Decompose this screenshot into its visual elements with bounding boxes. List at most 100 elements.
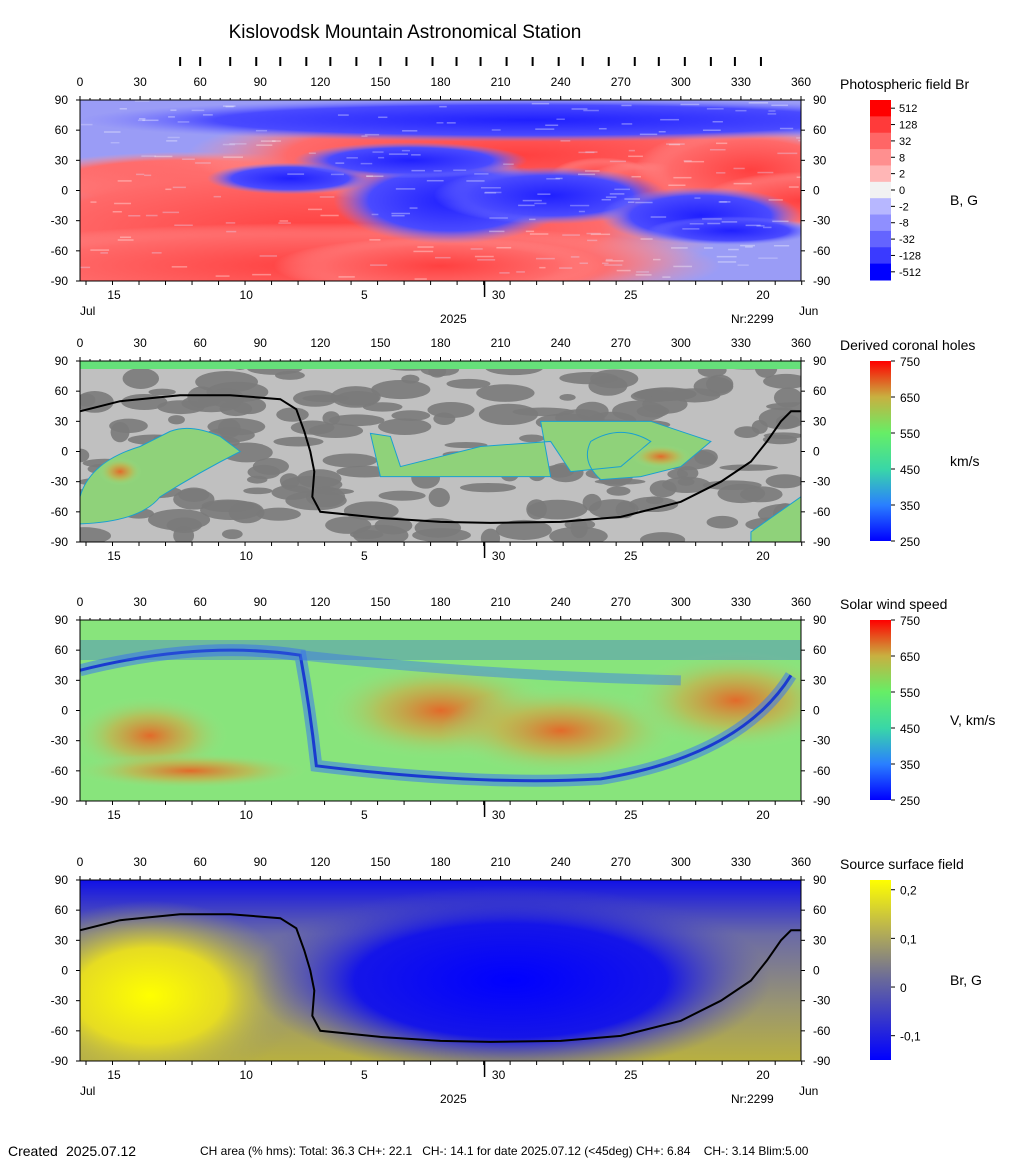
y-tick-label-right: -60 [813, 1024, 831, 1038]
colorbar-tick-label: 0,1 [900, 932, 917, 946]
colorbar-unit-label: V, km/s [950, 712, 995, 728]
y-tick-label-left: -90 [51, 794, 69, 808]
y-tick-label-right: 90 [813, 93, 827, 107]
x-tick-label: 120 [310, 336, 330, 350]
y-tick-label-right: 0 [813, 964, 820, 978]
y-tick-label-right: -60 [813, 505, 831, 519]
x-tick-label: 0 [77, 336, 84, 350]
y-tick-label-left: 60 [55, 643, 69, 657]
month-right-label: Jun [799, 1084, 818, 1098]
y-tick-label-right: 90 [813, 873, 827, 887]
x-tick-label: 60 [193, 75, 207, 89]
date-tick-label: 5 [361, 808, 368, 822]
date-tick-label: 5 [361, 288, 368, 302]
y-tick-label-left: 60 [55, 384, 69, 398]
page-title: Kislovodsk Mountain Astronomical Station [229, 22, 582, 43]
date-tick-label: 25 [624, 288, 638, 302]
y-tick-label-left: 60 [55, 123, 69, 137]
colorbar-tick-label: 0,2 [900, 884, 917, 898]
date-tick-label: 25 [624, 1068, 638, 1082]
colorbar-tick-label: 0 [899, 185, 905, 197]
y-tick-label-left: 30 [55, 414, 69, 428]
date-tick-label: 20 [756, 1068, 770, 1082]
y-tick-label-right: 90 [813, 613, 827, 627]
colorbar: 750 650 550 450 350 250 [870, 355, 920, 549]
y-tick-label-left: 30 [55, 153, 69, 167]
x-tick-label: 240 [551, 75, 571, 89]
year-label: 2025 [440, 312, 467, 326]
neutral-line [80, 913, 801, 1043]
x-tick-label: 300 [671, 75, 691, 89]
x-tick-label: 180 [430, 336, 450, 350]
colorbar-tick-label: 128 [899, 120, 917, 132]
panel-title: Photospheric field Br [840, 76, 970, 92]
x-tick-label: 30 [133, 855, 147, 869]
x-tick-label: 90 [254, 336, 268, 350]
colorbar-tick-label: -2 [899, 201, 909, 213]
rotation-number-label: Nr:2299 [731, 312, 774, 326]
rotation-number-label: Nr:2299 [731, 1092, 774, 1106]
x-tick-label: 30 [133, 75, 147, 89]
colorbar-tick-label: 450 [900, 463, 920, 477]
date-tick-label: 30 [492, 808, 506, 822]
date-tick-label: 15 [107, 288, 121, 302]
x-tick-label: 360 [791, 855, 811, 869]
y-tick-label-right: -90 [813, 794, 831, 808]
colorbar-tick-label: 450 [900, 722, 920, 736]
colorbar-tick-label: -8 [899, 218, 909, 230]
x-tick-label: 330 [731, 75, 751, 89]
x-tick-label: 90 [254, 855, 268, 869]
y-tick-label-left: -30 [51, 214, 69, 228]
date-tick-label: 30 [492, 549, 506, 563]
date-tick-label: 15 [107, 808, 121, 822]
x-tick-label: 90 [254, 75, 268, 89]
y-tick-label-left: 90 [55, 613, 69, 627]
x-tick-label: 240 [551, 855, 571, 869]
x-tick-label: 150 [370, 595, 390, 609]
footer-stats: CH area (% hms): Total: 36.3 CH+: 22.1 C… [200, 1144, 809, 1158]
x-tick-label: 330 [731, 336, 751, 350]
y-tick-label-right: -90 [813, 274, 831, 288]
colorbar-tick-label: 650 [900, 650, 920, 664]
panel-title: Solar wind speed [840, 596, 947, 612]
y-tick-label-left: -90 [51, 1054, 69, 1068]
y-tick-label-left: 30 [55, 933, 69, 947]
year-label: 2025 [440, 1092, 467, 1106]
x-tick-label: 300 [671, 855, 691, 869]
x-tick-label: 270 [611, 336, 631, 350]
colorbar-tick-label: -0,1 [900, 1030, 921, 1044]
month-left-label: Jul [80, 1084, 95, 1098]
colorbar-tick-label: 350 [900, 499, 920, 513]
date-tick-label: 25 [624, 549, 638, 563]
y-tick-label-right: 0 [813, 445, 820, 459]
x-tick-label: 240 [551, 595, 571, 609]
x-tick-label: 0 [77, 595, 84, 609]
colorbar-tick-label: 512 [899, 103, 917, 115]
y-tick-label-left: -30 [51, 475, 69, 489]
colorbar-tick-label: 550 [900, 686, 920, 700]
date-tick-label: 10 [240, 288, 254, 302]
x-tick-label: 0 [77, 75, 84, 89]
date-tick-label: 15 [107, 1068, 121, 1082]
y-tick-label-right: 30 [813, 153, 827, 167]
y-tick-label-right: 60 [813, 384, 827, 398]
x-tick-label: 210 [491, 336, 511, 350]
x-tick-label: 180 [430, 75, 450, 89]
date-tick-label: 20 [756, 549, 770, 563]
x-tick-label: 270 [611, 855, 631, 869]
date-tick-label: 15 [107, 549, 121, 563]
date-tick-label: 10 [240, 1068, 254, 1082]
y-tick-label-left: 90 [55, 93, 69, 107]
x-tick-label: 210 [491, 855, 511, 869]
top-tick-marks [179, 57, 762, 66]
colorbar-tick-label: 250 [900, 535, 920, 549]
x-tick-label: 180 [430, 595, 450, 609]
x-tick-label: 150 [370, 855, 390, 869]
y-tick-label-right: -60 [813, 244, 831, 258]
x-tick-label: 150 [370, 336, 390, 350]
y-tick-label-left: -60 [51, 505, 69, 519]
colorbar-tick-label: -32 [899, 234, 915, 246]
colorbar-unit-label: Br, G [950, 972, 982, 988]
